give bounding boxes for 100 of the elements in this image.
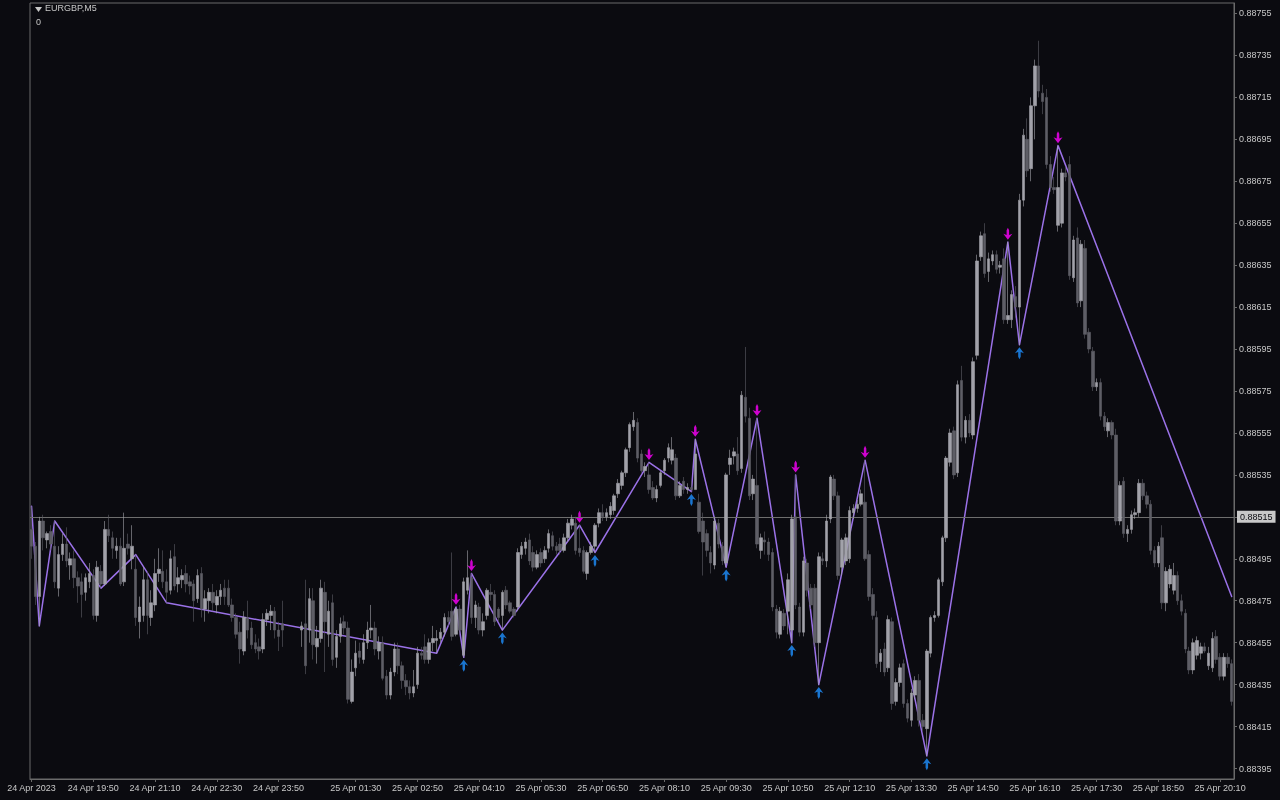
candlestick: [45, 531, 49, 549]
candlestick: [968, 413, 971, 438]
candlestick: [95, 560, 99, 622]
candlestick: [539, 548, 543, 568]
point: [459, 659, 469, 672]
candlestick: [454, 606, 458, 637]
candlestick: [53, 520, 56, 589]
candlestick: [331, 594, 334, 667]
candlestick: [987, 252, 990, 283]
candlestick: [1118, 480, 1122, 526]
x-tick-label: 25 Apr 18:50: [1132, 782, 1184, 793]
candlestick: [180, 568, 184, 589]
candlestick: [1122, 476, 1125, 539]
point: [922, 758, 932, 771]
candlestick: [1056, 145, 1060, 232]
candlestick: [223, 579, 226, 606]
candlestick: [99, 564, 103, 589]
y-tick-label: 0.88715: [1239, 92, 1272, 103]
chart-title: EURGBP,M5: [45, 2, 97, 13]
candlestick: [1137, 478, 1141, 518]
candlestick: [184, 564, 188, 593]
candlestick: [1072, 235, 1075, 283]
x-tick-label: 24 Apr 22:30: [191, 782, 243, 793]
x-tick-label: 25 Apr 16:10: [1009, 782, 1061, 793]
y-tick-label: 0.88635: [1239, 260, 1272, 271]
y-tick-label: 0.88655: [1239, 218, 1272, 229]
candlestick: [134, 554, 137, 627]
candlestick: [1014, 285, 1017, 318]
candlestick: [1106, 417, 1110, 438]
candlestick: [601, 503, 604, 522]
point: [814, 687, 824, 700]
candlestick: [281, 600, 284, 648]
candlestick: [751, 474, 755, 501]
point: [752, 403, 762, 416]
candlestick: [300, 621, 303, 648]
y-tick-label: 0.88615: [1239, 302, 1272, 313]
candlestick: [458, 604, 462, 635]
candlestick: [122, 512, 126, 587]
candlestick: [261, 613, 265, 654]
candlestick: [643, 462, 647, 478]
x-tick-label: 25 Apr 02:50: [391, 782, 443, 793]
candlestick: [412, 669, 415, 698]
point: [787, 645, 797, 658]
candlestick: [995, 250, 998, 274]
y-tick-label: 0.88535: [1239, 469, 1272, 480]
candlestick: [956, 380, 959, 478]
candlestick: [917, 673, 921, 727]
candlestick: [1157, 541, 1160, 568]
candlestick: [1191, 638, 1195, 675]
x-tick-label: 24 Apr 23:50: [252, 782, 305, 793]
candlestick: [678, 480, 682, 499]
candlestick: [242, 610, 246, 656]
candlestick: [173, 543, 176, 591]
candlestick: [1076, 227, 1079, 308]
candlestick: [883, 642, 886, 677]
candlestick: [504, 585, 508, 610]
y-tick-label: 0.88455: [1239, 637, 1272, 648]
candlestick: [748, 407, 751, 501]
candlestick: [755, 417, 759, 549]
candlestick: [663, 457, 666, 476]
point: [1014, 347, 1024, 360]
candlestick: [169, 550, 172, 595]
y-tick-label: 0.88495: [1239, 553, 1272, 564]
candlestick: [690, 480, 693, 492]
y-tick-label: 0.88395: [1239, 763, 1272, 774]
candlestick: [964, 415, 967, 444]
candlestick: [840, 537, 844, 576]
x-tick-label: 25 Apr 05:30: [515, 782, 567, 793]
candlestick: [682, 476, 685, 495]
point: [497, 632, 507, 645]
y-tick-label: 0.88595: [1239, 344, 1272, 355]
x-tick-label: 25 Apr 12:10: [824, 782, 876, 793]
candlestick: [80, 573, 83, 618]
candlestick: [200, 566, 203, 618]
candlestick: [798, 602, 801, 637]
candlestick: [1006, 241, 1010, 325]
candlestick: [717, 518, 720, 549]
point: [1003, 227, 1013, 240]
candlestick: [65, 527, 68, 568]
candlestick: [686, 482, 689, 495]
x-tick-label: 25 Apr 13:30: [885, 782, 937, 793]
point: [721, 569, 731, 582]
candlestick: [1160, 524, 1164, 610]
candlestick: [269, 604, 273, 631]
x-tick-label: 25 Apr 10:50: [762, 782, 814, 793]
candlestick: [829, 474, 832, 524]
y-tick-label: 0.88475: [1239, 595, 1272, 606]
candlestick: [535, 550, 539, 570]
candlestick: [674, 453, 678, 501]
candlestick: [377, 636, 381, 660]
candlestick: [107, 514, 110, 543]
ref-line-label: 0.88515: [1240, 511, 1273, 522]
point: [1053, 131, 1063, 144]
candlestick: [119, 537, 122, 587]
candlestick: [146, 571, 149, 635]
x-tick-label: 25 Apr 20:10: [1194, 782, 1246, 793]
candlestick: [782, 608, 786, 631]
candlestick: [192, 579, 195, 622]
candlestick: [308, 587, 311, 643]
x-tick-label: 24 Apr 21:10: [129, 782, 181, 793]
